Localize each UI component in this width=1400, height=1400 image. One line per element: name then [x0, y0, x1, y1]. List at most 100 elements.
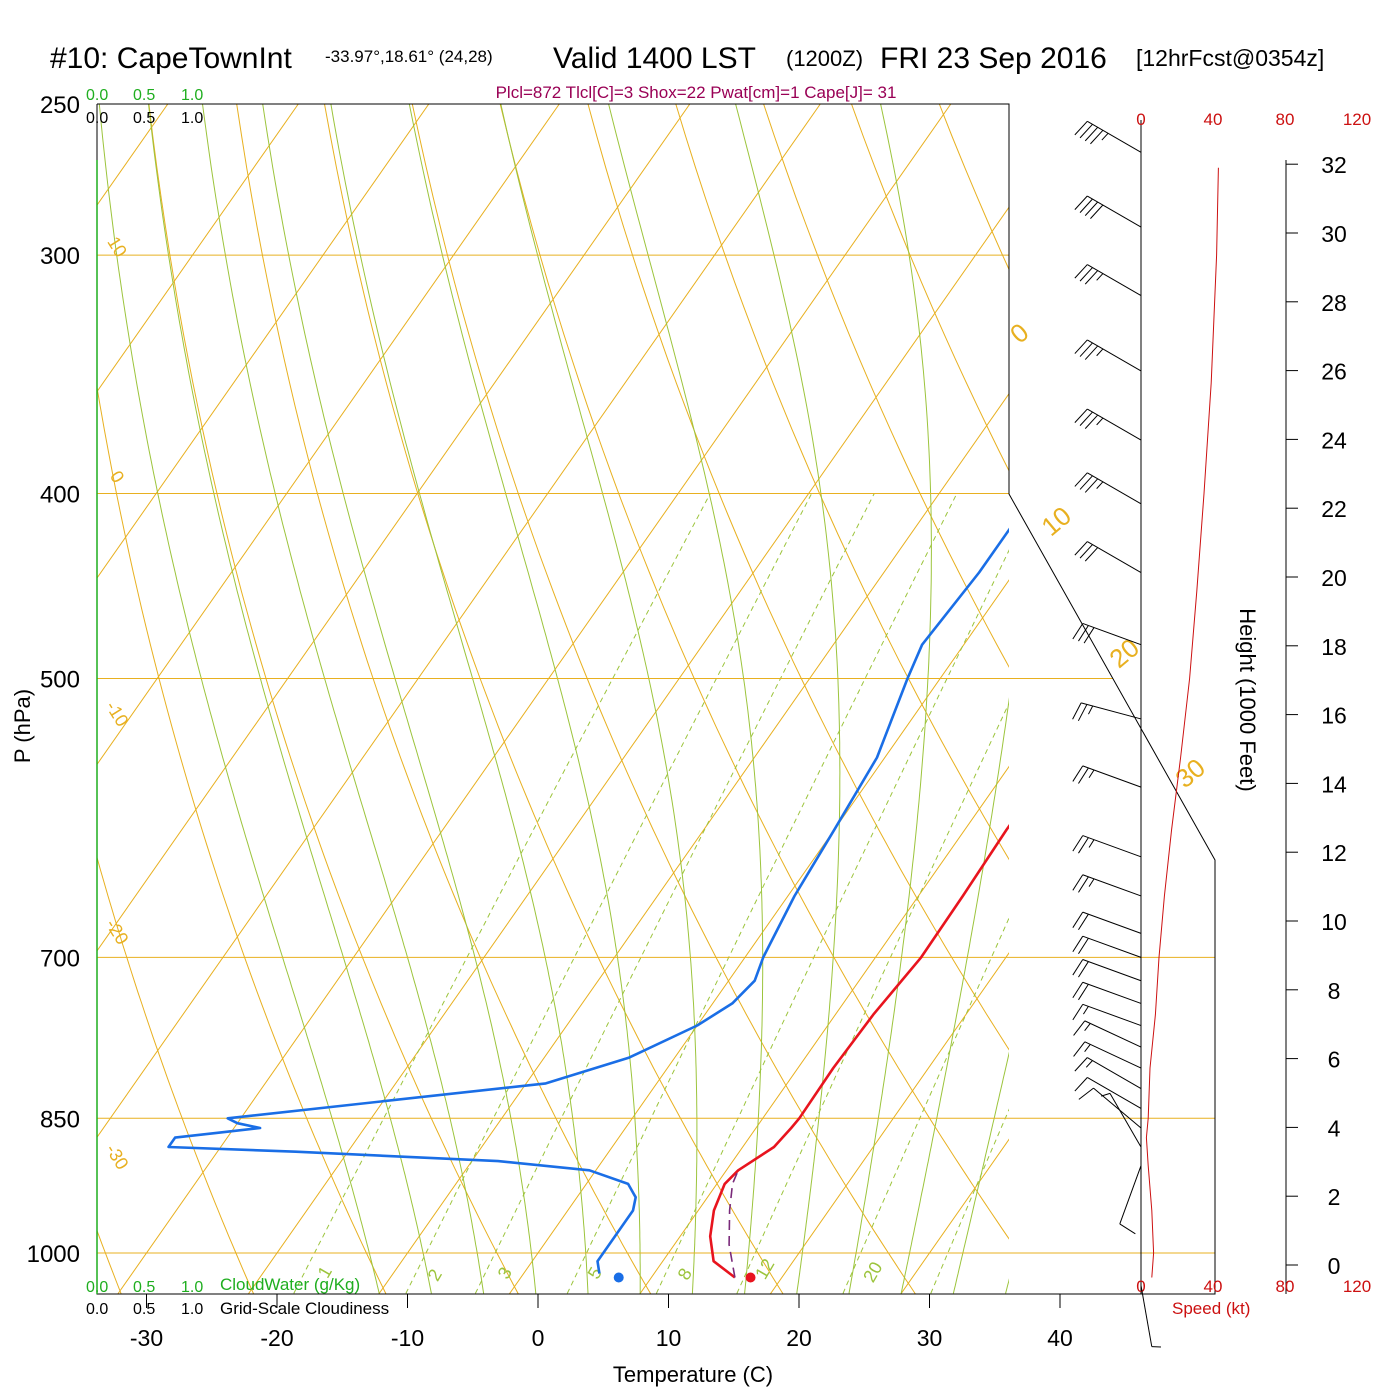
pressure-tick-label: 250 — [40, 92, 80, 119]
isotherm-label: -20 — [102, 915, 133, 948]
temperature-tick-label: -20 — [260, 1325, 293, 1351]
dry-adiabat-lines — [97, 70, 1400, 1301]
cloud-scale-label: 0.0 — [86, 110, 108, 127]
moist-adiabat-line — [330, 104, 589, 1294]
dry-adiabat-line — [499, 104, 1009, 1240]
wind-barb — [1072, 874, 1142, 897]
height-tick-label: 12 — [1321, 840, 1347, 866]
isotherm-line — [769, 952, 1009, 1294]
temperature-profile-line — [708, 824, 1009, 1279]
height-tick-label: 16 — [1321, 703, 1347, 729]
cloud-scale-bottom: 0.0 0.5 1.0 0.0 0.5 1.0 — [86, 1279, 203, 1318]
height-tick-label: 20 — [1321, 565, 1347, 591]
temperature-axis-title: Temperature (C) — [613, 1362, 773, 1387]
wind-barb — [1074, 339, 1142, 372]
cloudiness-label: Grid-Scale Cloudiness — [220, 1299, 389, 1318]
speed-tick-label-bottom: 80 — [1276, 1277, 1295, 1296]
height-tick-label: 2 — [1328, 1184, 1341, 1210]
wind-barb — [1074, 120, 1142, 153]
dry-adiabat-line — [148, 104, 519, 1294]
isotherm-line — [1162, 104, 1400, 1294]
wind-barb — [1074, 472, 1142, 505]
dewpoint-surface-marker — [613, 1272, 624, 1283]
moist-adiabat-line — [608, 104, 764, 1294]
cloud-scale-label: 1.0 — [181, 1301, 203, 1318]
pressure-tick-label: 700 — [40, 945, 80, 972]
isotherm-label: 10 — [1035, 500, 1076, 542]
dry-adiabat-line — [1187, 70, 1400, 1301]
wind-barb — [1101, 1092, 1142, 1148]
wind-barb — [1072, 959, 1142, 982]
wind-barb — [1072, 835, 1142, 858]
dry-adiabat-line — [587, 104, 1009, 1051]
moist-adiabat-line — [500, 104, 698, 1294]
cloud-scale-label: 1.0 — [181, 1279, 203, 1296]
moist-adiabat-line — [98, 104, 380, 1294]
pressure-tick-label: 1000 — [27, 1241, 80, 1268]
dry-adiabat-line — [763, 104, 1009, 668]
cloud-scale-label: 1.0 — [181, 110, 203, 127]
wind-barb — [1074, 264, 1142, 296]
dry-adiabat-line — [323, 104, 784, 1294]
temperature-axis: -30 -20 -10 0 10 20 30 40 — [130, 1294, 1073, 1351]
isotherm-line — [97, 104, 430, 579]
wind-barb — [1074, 195, 1142, 228]
temperature-tick-label: 0 — [532, 1325, 545, 1351]
mixing-ratio-line — [842, 916, 1009, 1294]
height-tick-label: 24 — [1321, 427, 1347, 453]
speed-tick-label-top: 0 — [1136, 110, 1145, 129]
isobar-lines — [97, 254, 1215, 1254]
wind-barb — [1072, 622, 1142, 646]
wind-barb — [1072, 911, 1142, 934]
cloud-scale-label: 0.5 — [133, 1301, 155, 1318]
height-tick-label: 10 — [1321, 909, 1347, 935]
wind-barb — [1074, 408, 1142, 441]
wind-barbs — [1072, 120, 1161, 1348]
wind-barb — [1072, 1003, 1142, 1027]
pressure-tick-label: 850 — [40, 1106, 80, 1133]
station-coords: -33.97°,18.61° (24,28) — [325, 47, 493, 66]
dry-adiabat-line — [675, 104, 1009, 861]
isotherm-line — [639, 765, 1009, 1294]
height-tick-label: 0 — [1328, 1253, 1341, 1279]
dry-adiabat-line — [97, 855, 255, 1294]
height-tick-label: 8 — [1328, 978, 1341, 1004]
dry-adiabat-line — [1360, 70, 1400, 1301]
isotherm-line — [247, 206, 1009, 1294]
pressure-tick-label: 300 — [40, 243, 80, 270]
mixing-ratio-line — [736, 702, 1009, 1294]
moist-adiabat-line — [262, 104, 537, 1294]
isotherm-label: -10 — [102, 697, 133, 730]
mixing-ratio-line — [405, 493, 813, 1294]
cloud-scale-label: 0.0 — [86, 1301, 108, 1318]
cloud-scale-label: 0.5 — [133, 1279, 155, 1296]
isotherm-line — [117, 104, 952, 1294]
isotherm-line — [97, 104, 821, 1139]
cloudwater-label: CloudWater (g/Kg) — [220, 1275, 360, 1294]
speed-tick-label-bottom: 120 — [1343, 1277, 1371, 1296]
mixing-ratio-line — [930, 1108, 1009, 1294]
temperature-tick-label: -30 — [130, 1325, 163, 1351]
height-tick-label: 6 — [1328, 1047, 1341, 1073]
speed-tick-label-top: 40 — [1204, 110, 1223, 129]
isotherm-label: 10 — [103, 233, 131, 261]
valid-date: FRI 23 Sep 2016 — [880, 42, 1107, 75]
zulu-time: (1200Z) — [786, 46, 863, 71]
mixing-ratio-label: 3 — [494, 1264, 516, 1283]
wind-barb — [1072, 981, 1142, 1004]
dry-adiabat-line — [236, 104, 652, 1294]
isotherm-line — [97, 104, 560, 766]
dry-adiabat-line — [97, 384, 387, 1294]
mixing-ratio-line — [655, 549, 1009, 1294]
moist-adiabat-lines — [98, 104, 1009, 1294]
wind-speed-profile — [1145, 167, 1219, 1278]
moist-adiabat-line — [952, 1051, 1009, 1294]
height-tick-label: 18 — [1321, 634, 1347, 660]
dry-adiabat-line — [850, 104, 1009, 472]
dewpoint-profile-line — [167, 527, 1009, 1274]
cloud-scale-label: 0.5 — [133, 87, 155, 104]
moist-adiabat-line — [900, 697, 1009, 1294]
height-tick-label: 32 — [1321, 152, 1347, 178]
